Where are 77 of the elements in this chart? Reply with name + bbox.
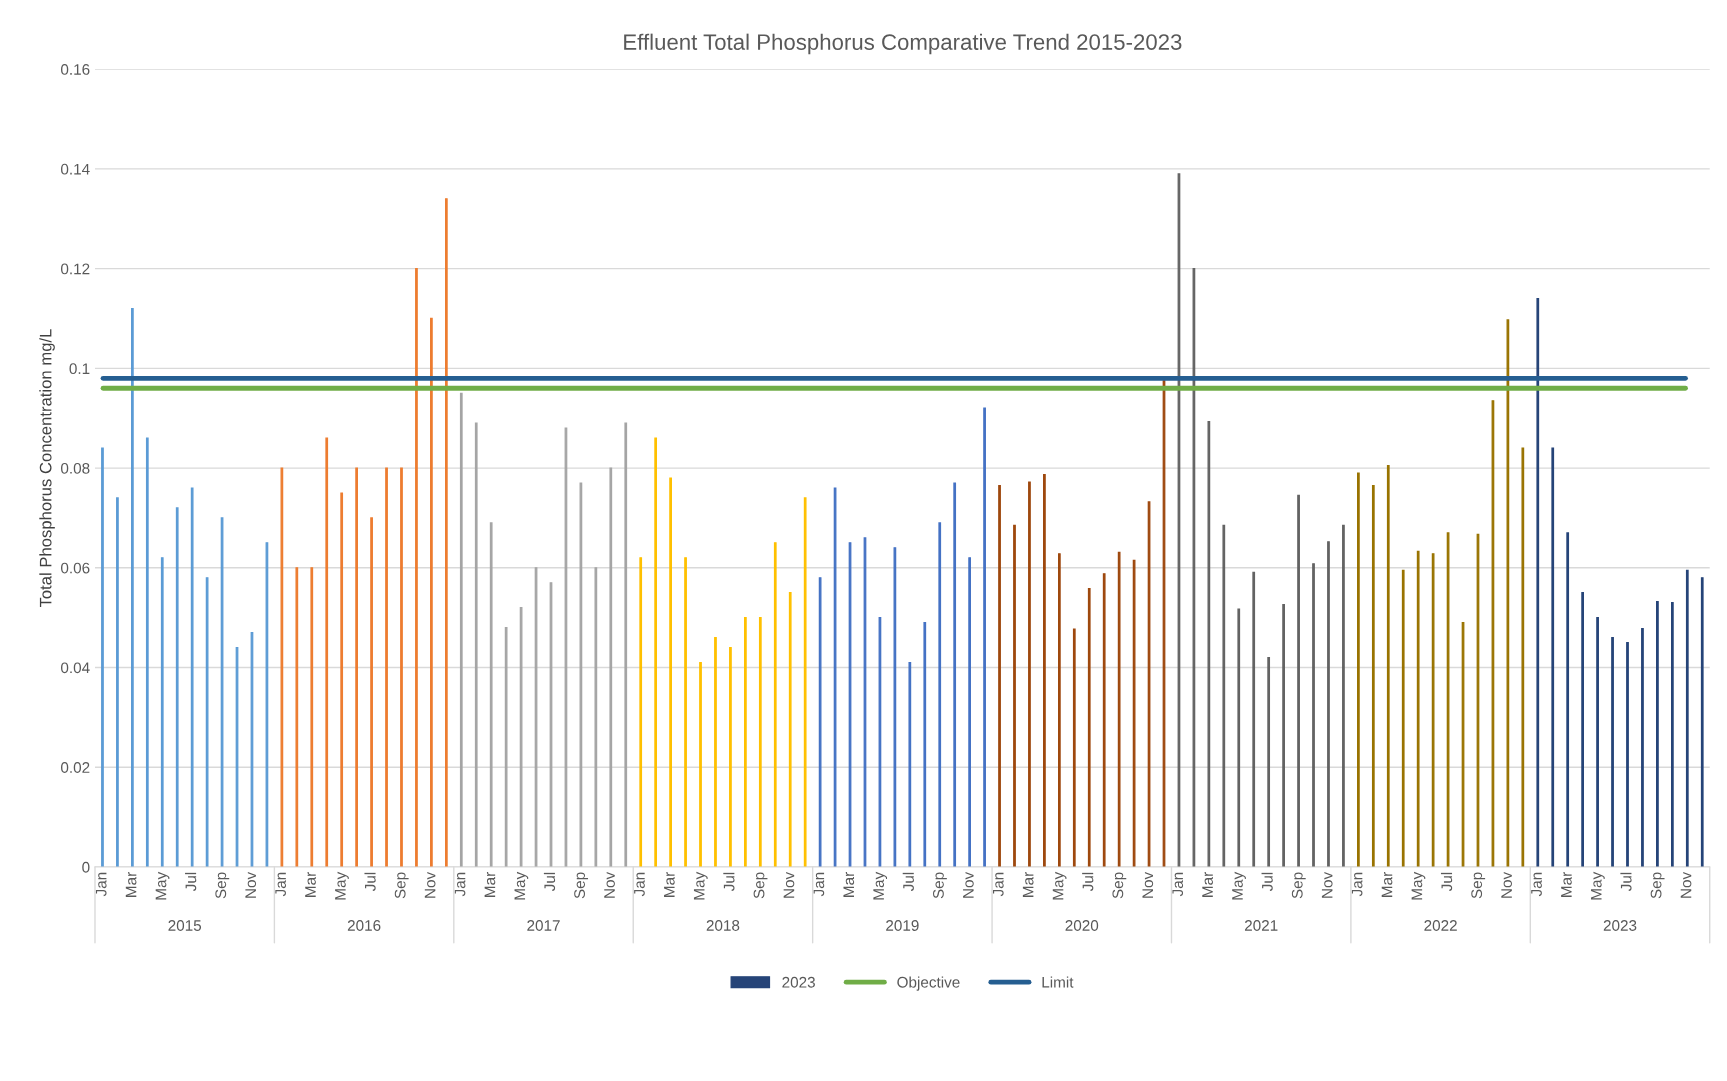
x-tick-label: Jul <box>543 872 556 892</box>
y-axis-title: Total Phosphorus Concentration mg/L <box>39 329 55 608</box>
text: 2020 <box>1065 920 1099 931</box>
text: 2023 <box>1603 920 1637 931</box>
x-tick-label: Nov <box>1142 871 1154 898</box>
x-tick-label: May <box>873 871 888 900</box>
x-tick-label: Mar <box>664 872 675 897</box>
x-tick-label: Mar <box>484 872 496 897</box>
x-tick-label: Sep <box>574 872 589 899</box>
x-tick-label: Sep <box>394 872 409 899</box>
x-tick-label: Jan <box>992 872 1004 897</box>
x-tick-label: Sep <box>1471 872 1486 899</box>
x-tick-label: Jul <box>1261 872 1273 892</box>
x-tick-label: Sep <box>1291 872 1306 899</box>
x-tick-label: May <box>1052 871 1067 900</box>
x-tick-label: Mar <box>1022 872 1034 897</box>
x-tick-label: Nov <box>1680 871 1692 898</box>
x-tick-label: May <box>514 871 529 900</box>
x-tick-label: Nov <box>1501 871 1512 898</box>
x-tick-label: Jul <box>1082 872 1094 892</box>
x-tick-label: Nov <box>604 871 615 898</box>
x-tick-label: Jul <box>902 872 914 892</box>
x-tick-label: Jul <box>1620 872 1632 892</box>
x-tick-label: May <box>1232 871 1246 900</box>
x-tick-label: May <box>1411 871 1426 900</box>
x-tick-label: Jan <box>634 872 645 897</box>
x-tick-label: Nov <box>783 871 795 898</box>
x-tick-label: Jul <box>1440 872 1453 892</box>
y-tick-label: 0.16 <box>60 64 90 75</box>
y-tick-label: 0.06 <box>60 562 90 574</box>
x-tick-label: Jan <box>1351 872 1363 897</box>
legend-label: Limit <box>1042 976 1074 988</box>
x-tick-label: Mar <box>1202 872 1213 897</box>
x-tick-label: Nov <box>963 871 974 898</box>
x-tick-label: Sep <box>1650 872 1665 899</box>
x-tick-label: Jul <box>723 872 735 892</box>
x-tick-label: Sep <box>215 872 230 899</box>
text: 2021 <box>1244 920 1278 931</box>
x-tick-label: Jan <box>1172 872 1184 897</box>
x-tick-label: May <box>155 871 170 900</box>
text: 2022 <box>1424 920 1457 931</box>
y-tick-label: 0.08 <box>60 462 90 474</box>
text: 2018 <box>706 920 740 931</box>
y-tick-label: 0.14 <box>60 163 90 175</box>
chart-title: Effluent Total Phosphorus Comparative Trend 2015-2023 <box>624 33 1182 55</box>
x-tick-label: May <box>693 871 708 900</box>
x-tick-label: Jan <box>813 872 825 897</box>
x-tick-label: Nov <box>424 871 436 898</box>
x-tick-label: Jul <box>364 872 376 892</box>
x-tick-label: Jan <box>454 872 466 897</box>
x-tick-label: Nov <box>245 871 257 898</box>
x-tick-label: Nov <box>1321 871 1333 898</box>
x-tick-label: Mar <box>125 872 137 897</box>
x-tick-label: May <box>1591 871 1605 900</box>
legend-label: 2023 <box>782 976 815 988</box>
x-tick-label: Mar <box>1381 872 1393 897</box>
x-tick-label: Jan <box>1531 872 1542 897</box>
y-tick-label: 0.02 <box>60 762 90 773</box>
text: 2017 <box>527 920 560 931</box>
y-tick-label: 0 <box>82 861 90 873</box>
text: 2015 <box>168 920 202 931</box>
y-tick-label: 0.12 <box>60 263 90 275</box>
x-tick-label: May <box>335 871 349 900</box>
x-tick-label: Jan <box>275 872 286 897</box>
text: 2016 <box>347 920 381 931</box>
x-tick-label: Sep <box>753 872 768 899</box>
x-tick-label: Mar <box>843 872 855 897</box>
x-tick-label: Jul <box>185 872 197 892</box>
y-tick-label: 0.1 <box>69 363 90 375</box>
y-tick-label: 0.04 <box>60 662 90 674</box>
x-tick-label: Jan <box>95 872 107 897</box>
text: 2019 <box>886 920 919 931</box>
legend-label: Objective <box>897 976 960 991</box>
x-tick-label: Mar <box>1561 872 1572 897</box>
x-tick-label: Sep <box>1112 872 1127 899</box>
x-tick-label: Sep <box>933 872 947 899</box>
x-tick-label: Mar <box>305 872 316 897</box>
